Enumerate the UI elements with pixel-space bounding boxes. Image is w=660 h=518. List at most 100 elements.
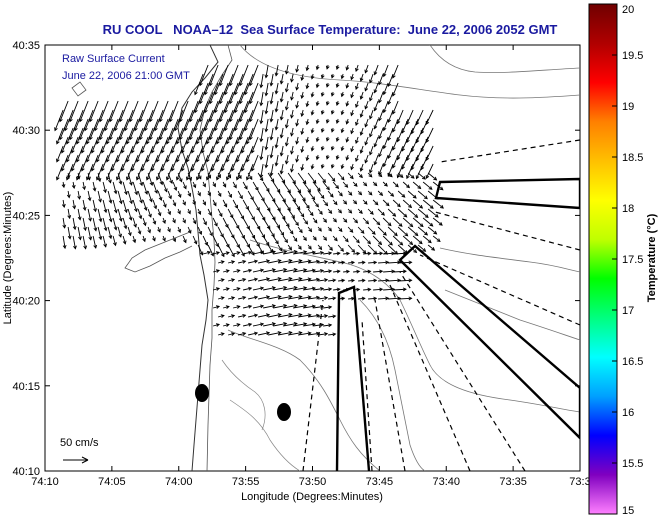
current-vector-field xyxy=(54,64,444,337)
colorbar-tick-label: 18.5 xyxy=(622,152,643,164)
current-vector xyxy=(273,268,288,273)
current-vector xyxy=(362,235,372,245)
current-vector xyxy=(350,109,354,117)
current-vector xyxy=(417,226,429,236)
y-tick-label: 40:35 xyxy=(12,40,40,52)
current-vector xyxy=(223,269,230,274)
survey-line xyxy=(389,284,471,471)
current-vector xyxy=(328,314,337,319)
current-vector xyxy=(337,190,343,197)
channel-polygon xyxy=(434,177,580,210)
current-vector xyxy=(377,190,384,196)
current-vector xyxy=(290,73,294,83)
current-vector xyxy=(367,208,374,215)
current-vector xyxy=(77,226,82,241)
current-vector xyxy=(102,181,107,194)
current-vector xyxy=(279,91,284,103)
current-vector xyxy=(269,73,274,87)
current-vector xyxy=(350,163,354,171)
current-vector xyxy=(359,109,364,118)
current-vector xyxy=(310,109,315,116)
current-vector xyxy=(345,100,350,107)
current-vector xyxy=(247,244,255,256)
current-vector xyxy=(269,163,274,177)
current-vector xyxy=(212,269,221,273)
current-vector xyxy=(345,154,350,161)
current-vector xyxy=(307,226,313,233)
current-vector xyxy=(167,190,172,200)
current-vector xyxy=(162,181,168,193)
current-vector xyxy=(268,313,282,318)
current-vector xyxy=(417,190,428,200)
current-vector xyxy=(122,217,128,230)
map-layer xyxy=(54,45,580,471)
current-vector xyxy=(194,73,204,96)
current-vector xyxy=(317,244,323,251)
current-vector xyxy=(107,226,113,240)
current-vector xyxy=(392,217,403,227)
current-vector xyxy=(317,226,322,232)
current-vector xyxy=(398,260,413,265)
current-vector xyxy=(364,136,369,146)
current-vector xyxy=(197,244,204,256)
current-vector xyxy=(212,287,221,291)
current-vector xyxy=(369,73,374,84)
current-vector xyxy=(279,163,284,175)
current-vector xyxy=(66,172,71,179)
x-tick-label: 73:40 xyxy=(432,476,460,488)
current-vector xyxy=(207,208,212,216)
current-vector xyxy=(295,154,300,163)
current-vector xyxy=(337,244,344,252)
current-vector xyxy=(315,136,320,143)
current-vector xyxy=(197,190,201,197)
current-vector xyxy=(283,286,298,291)
current-vector xyxy=(253,286,265,291)
current-vector xyxy=(372,181,378,187)
current-vector xyxy=(278,313,293,318)
current-vector xyxy=(352,199,358,205)
current-vector xyxy=(364,100,369,110)
current-vector xyxy=(102,235,108,248)
current-vector xyxy=(364,118,369,128)
current-vector xyxy=(345,64,350,71)
current-vector xyxy=(417,208,429,219)
current-vector xyxy=(243,304,253,309)
current-vector xyxy=(177,190,182,199)
current-vector xyxy=(61,181,66,189)
current-vector xyxy=(327,226,332,232)
shoreline-inner xyxy=(199,45,233,471)
current-vector xyxy=(422,199,434,209)
current-vector xyxy=(287,226,294,235)
current-vector xyxy=(253,250,265,255)
current-vector xyxy=(373,82,379,94)
current-vector xyxy=(363,269,372,274)
current-vector xyxy=(152,217,157,225)
current-vector xyxy=(330,91,335,97)
current-vector xyxy=(56,127,64,145)
current-vector xyxy=(107,190,113,204)
current-vector xyxy=(383,251,396,256)
current-vector xyxy=(182,235,187,244)
current-vector xyxy=(387,190,395,197)
colorbar-ticks: 20 19.5 19 18.5 18 17.5 17 16.5 16 15.5 15 xyxy=(612,3,643,517)
current-vector xyxy=(259,91,264,107)
current-vector xyxy=(223,287,230,292)
current-vector xyxy=(377,208,385,216)
current-vector xyxy=(182,217,186,224)
current-vector xyxy=(305,136,310,144)
current-vector xyxy=(335,118,340,124)
current-vector xyxy=(172,181,178,191)
channel-polygon xyxy=(335,285,371,471)
current-vector xyxy=(373,118,379,130)
current-vector xyxy=(323,251,333,256)
current-vector xyxy=(412,199,424,209)
current-vector xyxy=(350,127,354,135)
mooring-dot xyxy=(277,403,291,421)
current-vector xyxy=(352,217,359,224)
current-vector xyxy=(167,172,173,185)
current-vector xyxy=(373,287,384,292)
current-vector xyxy=(227,172,232,179)
current-vector xyxy=(347,190,353,196)
current-vector xyxy=(328,296,337,301)
current-vector xyxy=(397,172,404,178)
